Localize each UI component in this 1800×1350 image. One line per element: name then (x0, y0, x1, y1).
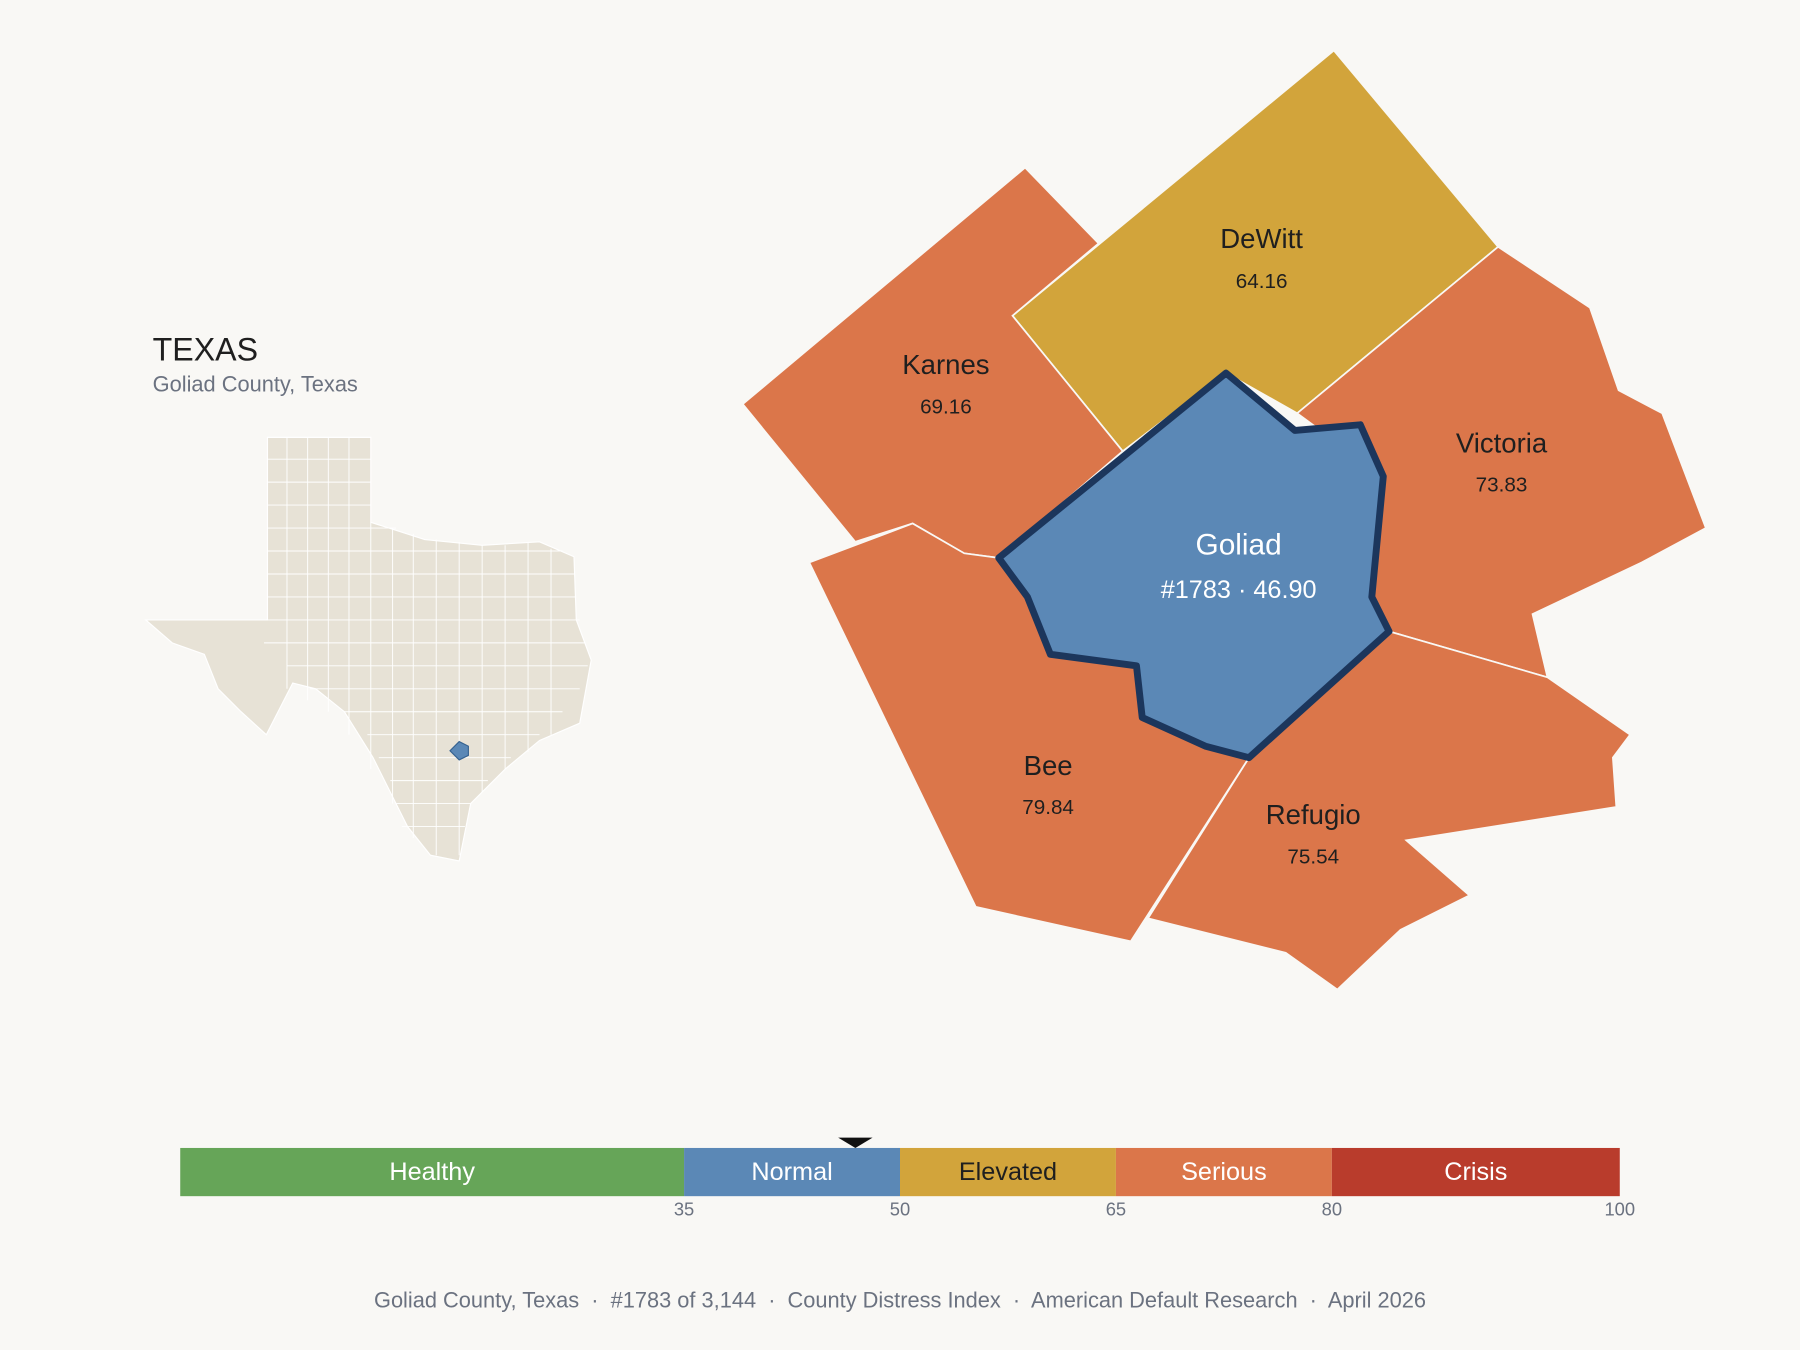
tick-label: 100 (1604, 1199, 1635, 1220)
county-name: Goliad (1196, 528, 1282, 561)
county-name: Refugio (1266, 799, 1361, 830)
scale-band (1115, 1147, 1332, 1197)
band-label: Serious (1181, 1158, 1267, 1186)
county-goliad[interactable] (995, 369, 1393, 762)
tick-label: 50 (890, 1199, 910, 1220)
county-refugio[interactable] (1146, 630, 1632, 991)
county-score: #1783 · 46.90 (1161, 576, 1317, 604)
scale-band (900, 1147, 1116, 1197)
county-name: Karnes (902, 349, 989, 380)
county-name: DeWitt (1220, 223, 1303, 254)
scale-band (1331, 1147, 1620, 1197)
county-score: 69.16 (920, 395, 972, 418)
footer: Goliad County, Texas · #1783 of 3,144 · … (374, 1288, 1426, 1313)
county-name: Bee (1024, 750, 1073, 781)
state-subtitle: Goliad County, Texas (153, 371, 358, 396)
county-score: 75.54 (1287, 845, 1339, 868)
band-label: Crisis (1444, 1158, 1507, 1186)
band-label: Healthy (389, 1158, 475, 1186)
tick-label: 80 (1322, 1199, 1342, 1220)
county-score: 79.84 (1022, 796, 1074, 819)
tick-label: 65 (1106, 1199, 1126, 1220)
score-marker (838, 1137, 873, 1148)
distress-scale: Healthy 35 Normal 50 Elevated 65 Serious 80 Cris… (180, 1137, 1635, 1220)
band-label: Elevated (959, 1158, 1057, 1186)
county-name: Victoria (1456, 427, 1548, 458)
county-score: 73.83 (1476, 473, 1528, 496)
county-score: 64.16 (1236, 270, 1288, 293)
scale-band (180, 1147, 685, 1197)
county-grid (229, 437, 588, 856)
goliad-inset (449, 740, 469, 761)
scale-band (684, 1147, 900, 1197)
texas-inset (144, 436, 592, 862)
tick-label: 35 (674, 1199, 694, 1220)
counties (741, 49, 1707, 991)
band-label: Normal (751, 1158, 832, 1186)
state-title: TEXAS (153, 331, 258, 367)
texas-outline (144, 436, 592, 862)
